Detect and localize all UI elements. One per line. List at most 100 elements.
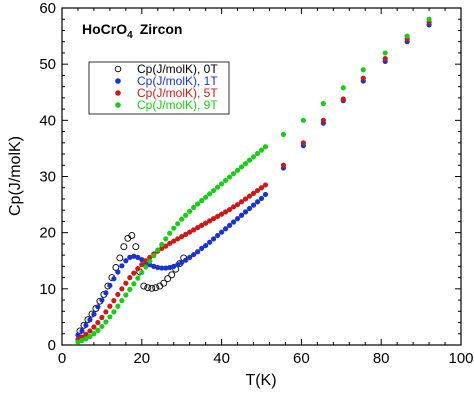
y-tick-label: 0 — [48, 337, 56, 354]
data-point — [147, 254, 153, 260]
data-point — [120, 243, 128, 251]
data-point — [164, 275, 172, 283]
data-point — [226, 222, 233, 228]
data-point — [195, 201, 201, 207]
series-group-0 — [76, 232, 188, 335]
data-point — [207, 191, 213, 197]
data-point — [219, 229, 225, 235]
data-point — [83, 322, 89, 328]
data-point — [222, 226, 229, 232]
chart-title: HoCrO4 Zircon — [82, 21, 182, 41]
data-point — [87, 328, 93, 334]
data-point — [143, 258, 149, 264]
data-point — [254, 150, 261, 157]
data-point — [91, 324, 97, 330]
x-tick-label: 60 — [293, 350, 310, 367]
data-point — [119, 298, 125, 304]
data-point — [103, 290, 109, 296]
data-point — [262, 182, 269, 188]
data-point — [191, 204, 197, 210]
data-point — [119, 263, 125, 269]
data-point — [135, 275, 141, 281]
data-point — [103, 309, 109, 315]
y-tick-label: 10 — [39, 281, 56, 298]
data-point — [167, 240, 173, 246]
data-point — [300, 117, 306, 123]
legend-label: Cp(J/molK), 9T — [137, 98, 218, 112]
data-point — [83, 331, 89, 337]
data-point — [215, 232, 221, 239]
data-point — [404, 33, 410, 39]
x-tick-label: 80 — [373, 350, 390, 367]
data-point — [152, 284, 160, 292]
data-point — [79, 337, 85, 344]
data-point — [91, 311, 97, 317]
data-point — [207, 218, 213, 224]
chart-title-main: HoCrO — [82, 21, 127, 37]
chart-title-subscript: 4 — [127, 30, 133, 41]
data-point — [107, 303, 113, 309]
data-point — [155, 247, 161, 253]
data-point — [211, 187, 217, 194]
data-point — [159, 265, 165, 271]
data-point — [203, 194, 209, 200]
data-point — [171, 238, 177, 244]
data-point — [115, 269, 121, 275]
data-point — [320, 117, 326, 123]
data-point — [87, 317, 93, 323]
data-point — [159, 241, 165, 248]
data-point — [151, 263, 157, 269]
data-point — [340, 85, 346, 91]
data-point — [187, 254, 193, 260]
data-point — [219, 181, 225, 187]
data-point — [250, 190, 257, 196]
data-point — [320, 100, 326, 107]
data-point — [195, 225, 201, 231]
data-point — [215, 184, 221, 190]
data-point — [360, 75, 366, 81]
plot-frame — [61, 7, 462, 346]
y-tick-label: 30 — [39, 169, 56, 186]
data-point — [191, 227, 197, 233]
data-point — [230, 171, 237, 177]
y-axis-label: Cp(J/molK) — [7, 136, 24, 216]
data-point — [195, 249, 201, 255]
data-point — [116, 254, 124, 262]
data-point — [246, 157, 253, 163]
data-point — [95, 304, 101, 310]
data-point — [87, 333, 93, 340]
data-point — [183, 257, 189, 263]
chart-title-suffix: Zircon — [140, 21, 183, 37]
data-point — [230, 219, 237, 225]
data-point — [123, 258, 129, 264]
data-point — [135, 254, 141, 260]
legend-marker — [115, 90, 121, 96]
legend-label: Cp(J/molK), 5T — [137, 86, 218, 100]
data-point — [107, 314, 113, 320]
data-point — [258, 185, 265, 191]
data-point — [234, 216, 241, 222]
data-point — [139, 262, 145, 268]
series-group-3 — [75, 16, 432, 345]
x-tick-label: 20 — [133, 350, 150, 367]
data-point — [254, 187, 261, 194]
data-point — [175, 262, 181, 268]
data-point — [234, 201, 241, 208]
data-point — [131, 281, 137, 287]
data-point — [226, 174, 233, 180]
data-point — [254, 199, 261, 205]
data-point — [340, 96, 346, 102]
data-point — [115, 303, 121, 309]
data-point — [360, 67, 366, 73]
data-point — [179, 234, 185, 240]
data-point — [159, 245, 165, 251]
y-tick-label: 50 — [39, 56, 56, 73]
data-point — [95, 327, 101, 333]
data-point — [175, 221, 181, 227]
data-point — [262, 191, 269, 198]
data-point — [199, 198, 205, 204]
data-point — [115, 291, 121, 298]
data-point — [179, 216, 185, 222]
data-point — [168, 271, 176, 279]
data-point — [91, 331, 97, 337]
